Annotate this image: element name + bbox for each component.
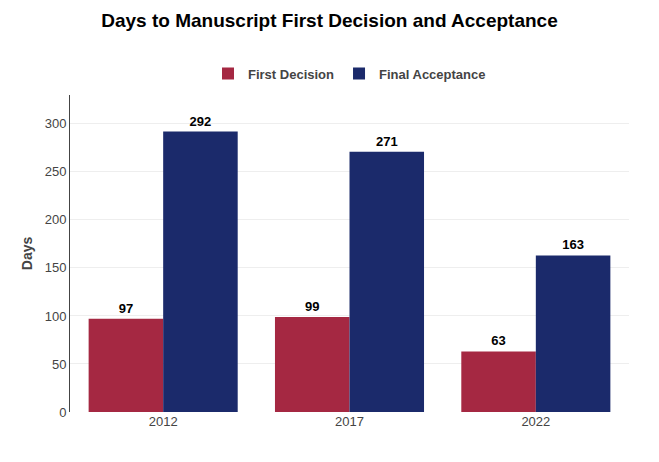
svg-text:2012: 2012 — [149, 414, 178, 429]
svg-text:50: 50 — [52, 357, 66, 372]
svg-text:Days: Days — [19, 237, 35, 271]
svg-text:150: 150 — [45, 260, 67, 275]
svg-text:Final Acceptance: Final Acceptance — [379, 67, 485, 82]
svg-text:97: 97 — [119, 301, 133, 316]
svg-text:271: 271 — [376, 134, 398, 149]
svg-text:300: 300 — [45, 116, 67, 131]
svg-text:First Decision: First Decision — [248, 67, 334, 82]
svg-text:63: 63 — [491, 333, 505, 348]
svg-text:163: 163 — [562, 237, 584, 252]
svg-text:200: 200 — [45, 212, 67, 227]
svg-text:292: 292 — [190, 114, 212, 129]
svg-text:Days to Manuscript First Decis: Days to Manuscript First Decision and Ac… — [101, 10, 557, 31]
svg-text:2022: 2022 — [521, 414, 550, 429]
svg-text:99: 99 — [305, 299, 319, 314]
svg-text:0: 0 — [59, 405, 66, 420]
svg-text:2017: 2017 — [335, 414, 364, 429]
svg-text:250: 250 — [45, 164, 67, 179]
svg-text:100: 100 — [45, 308, 67, 323]
